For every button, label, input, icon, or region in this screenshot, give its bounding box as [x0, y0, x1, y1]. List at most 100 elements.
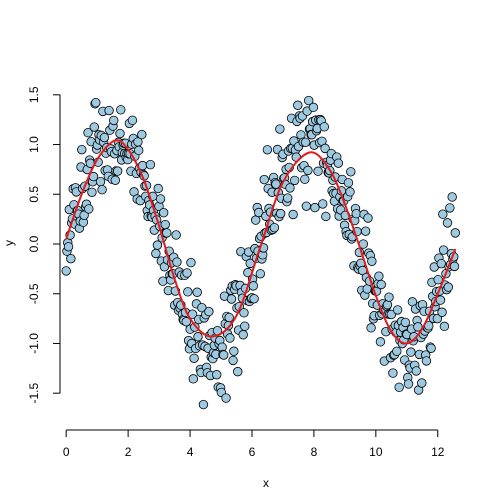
data-point	[333, 158, 344, 168]
data-point	[109, 115, 119, 126]
data-point	[219, 350, 229, 360]
y-tick-label: -0.5	[27, 283, 41, 304]
data-point	[360, 226, 371, 236]
data-point	[95, 176, 106, 187]
y-tick-label: 0.0	[27, 235, 41, 252]
data-point	[310, 202, 320, 213]
data-point	[403, 379, 414, 389]
data-point	[224, 312, 234, 323]
data-point	[97, 184, 107, 195]
data-point	[426, 343, 436, 353]
data-point	[304, 95, 314, 106]
x-tick-label: 10	[369, 445, 383, 459]
data-point	[151, 248, 161, 259]
data-point	[417, 378, 427, 388]
data-point	[204, 306, 214, 317]
x-tick-label: 2	[125, 445, 132, 459]
data-point	[271, 179, 281, 189]
data-point	[186, 257, 196, 268]
data-point	[293, 100, 303, 110]
x-tick-label: 12	[431, 445, 445, 459]
x-axis: 0 2 4 6 8 10 12	[63, 429, 445, 459]
data-point	[392, 346, 402, 356]
data-point	[392, 305, 403, 315]
data-point	[289, 175, 300, 186]
y-axis: -1.5 -1.0 -0.5 0.0 0.5 1.0 1.5	[27, 86, 61, 404]
x-tick-label: 4	[187, 445, 194, 459]
data-point	[288, 209, 298, 220]
data-point	[394, 382, 404, 393]
data-point	[181, 317, 191, 327]
y-axis-label: y	[2, 240, 16, 246]
data-point	[321, 211, 331, 222]
data-point	[221, 393, 231, 403]
data-point	[439, 321, 450, 332]
data-point	[127, 115, 138, 126]
data-point	[438, 209, 448, 219]
data-point	[301, 201, 312, 211]
data-point	[225, 333, 235, 343]
data-point	[158, 208, 169, 218]
data-point	[384, 292, 394, 302]
data-point	[269, 222, 280, 233]
data-point	[436, 258, 446, 269]
data-point	[193, 332, 203, 342]
y-tick-label: 1.5	[27, 86, 41, 103]
data-point	[375, 337, 386, 347]
data-point	[240, 321, 250, 331]
data-point	[374, 271, 384, 281]
data-point	[376, 279, 386, 290]
data-point	[308, 102, 319, 113]
data-point	[445, 203, 455, 213]
data-point	[87, 187, 97, 197]
data-point	[432, 313, 443, 324]
data-point	[249, 294, 259, 304]
y-tick-label: -1.5	[27, 383, 41, 404]
data-point	[61, 266, 71, 276]
data-point	[171, 230, 181, 240]
y-tick-label: 0.5	[27, 186, 41, 203]
data-point	[83, 127, 93, 138]
data-point	[116, 105, 126, 115]
data-point	[300, 174, 310, 185]
data-point	[343, 178, 354, 188]
data-point	[259, 174, 269, 185]
data-point	[382, 300, 393, 310]
data-point	[229, 346, 239, 356]
data-point	[84, 204, 94, 214]
fitted-curve	[65, 139, 457, 345]
data-point	[437, 307, 447, 317]
data-point	[442, 218, 453, 228]
data-point	[248, 281, 259, 291]
data-point	[63, 242, 74, 252]
data-point	[318, 199, 328, 209]
data-point	[145, 159, 156, 170]
data-point	[77, 144, 87, 155]
data-point	[388, 368, 398, 378]
data-point	[406, 347, 416, 357]
data-points	[61, 95, 461, 410]
data-point	[300, 137, 311, 148]
data-point	[450, 228, 461, 238]
data-point	[162, 228, 172, 238]
data-point	[158, 276, 168, 286]
data-point	[172, 257, 182, 267]
data-point	[443, 282, 453, 292]
data-point	[275, 208, 286, 219]
data-point	[351, 208, 361, 219]
data-point	[238, 330, 248, 340]
data-point	[421, 356, 432, 366]
data-point	[275, 124, 285, 134]
x-tick-label: 0	[63, 445, 70, 459]
data-point	[89, 122, 99, 132]
data-point	[262, 145, 273, 155]
data-point	[155, 194, 166, 204]
y-tick-label: 1.0	[27, 136, 41, 153]
data-point	[363, 213, 373, 223]
data-point	[152, 240, 163, 250]
data-point	[449, 261, 460, 272]
data-point	[192, 287, 202, 297]
data-point	[362, 284, 372, 294]
data-point	[345, 187, 355, 197]
